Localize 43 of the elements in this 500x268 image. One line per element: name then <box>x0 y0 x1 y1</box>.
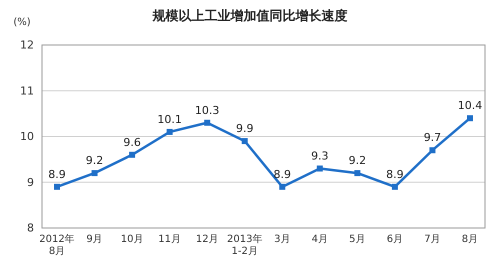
point <box>166 128 173 135</box>
y-tick-label: 12 <box>20 38 34 52</box>
point <box>354 170 360 176</box>
data-label: 10.3 <box>194 104 220 117</box>
data-label: 8.9 <box>386 168 404 181</box>
data-label: 10.4 <box>458 99 482 112</box>
data-label: 9.2 <box>348 154 366 168</box>
y-tick-label: 8 <box>27 222 34 235</box>
point <box>429 147 436 154</box>
x-tick-label: 7月 <box>424 234 441 245</box>
x-tick-label: 4月 <box>312 234 328 245</box>
x-tick-label: 3月 <box>274 234 290 245</box>
point <box>54 184 60 190</box>
x-tick-label: 11月 <box>158 234 182 245</box>
data-label: 9.7 <box>424 131 442 144</box>
data-label: 9.3 <box>311 150 329 163</box>
point <box>316 166 323 172</box>
data-label: 9.6 <box>123 136 141 149</box>
chart-title: 规模以上工业增加值同比增长速度 <box>152 8 348 24</box>
x-tick-label: 10月 <box>120 234 144 245</box>
y-tick-label: 10 <box>20 130 34 144</box>
point <box>279 184 286 190</box>
y-tick-label: 11 <box>20 84 34 98</box>
x-tick-label: 12月 <box>196 234 219 245</box>
data-label: 8.9 <box>48 168 66 181</box>
point <box>92 170 98 176</box>
point <box>242 138 248 144</box>
point <box>129 152 136 158</box>
x-tick-label: 5月 <box>349 234 366 245</box>
x-tick-label: 6月 <box>386 234 404 245</box>
data-label: 9.9 <box>236 122 254 136</box>
y-tick-label: 9 <box>27 176 34 189</box>
point <box>466 115 473 122</box>
y-axis-title: (%) <box>13 17 31 28</box>
data-label: 8.9 <box>274 168 292 181</box>
x-tick-label: 2012年 8月 <box>39 233 75 257</box>
x-tick-label: 9月 <box>86 234 103 245</box>
point <box>392 184 398 190</box>
x-tick-label: 8月 <box>462 234 478 245</box>
data-label: 9.2 <box>86 154 104 168</box>
data-label: 10.1 <box>157 112 182 126</box>
point <box>204 120 210 126</box>
x-tick-label: 2013年 1-2月 <box>227 233 262 257</box>
